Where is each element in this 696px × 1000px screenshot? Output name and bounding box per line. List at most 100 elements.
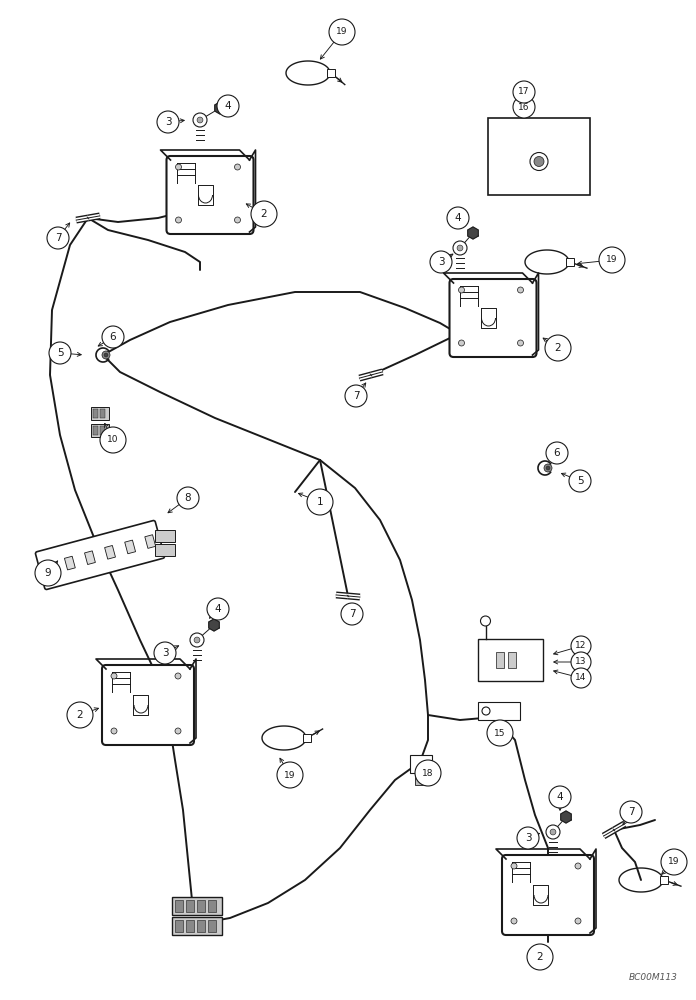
Circle shape bbox=[546, 442, 568, 464]
Circle shape bbox=[193, 113, 207, 127]
Circle shape bbox=[447, 207, 469, 229]
Bar bbox=[496, 652, 503, 668]
FancyBboxPatch shape bbox=[102, 665, 194, 745]
Circle shape bbox=[575, 863, 581, 869]
Circle shape bbox=[518, 287, 523, 293]
Circle shape bbox=[35, 560, 61, 586]
Circle shape bbox=[307, 489, 333, 515]
Bar bbox=[93, 426, 98, 434]
Circle shape bbox=[575, 918, 581, 924]
Circle shape bbox=[157, 111, 179, 133]
FancyBboxPatch shape bbox=[166, 156, 253, 234]
Text: 7: 7 bbox=[628, 807, 634, 817]
FancyBboxPatch shape bbox=[35, 521, 164, 589]
FancyBboxPatch shape bbox=[45, 562, 55, 575]
Circle shape bbox=[569, 470, 591, 492]
Circle shape bbox=[207, 598, 229, 620]
Text: 2: 2 bbox=[77, 710, 84, 720]
Bar bbox=[155, 530, 175, 542]
Circle shape bbox=[513, 96, 535, 118]
Bar bbox=[91, 406, 109, 420]
Text: 4: 4 bbox=[557, 792, 563, 802]
Bar bbox=[208, 900, 216, 912]
FancyBboxPatch shape bbox=[84, 551, 95, 565]
FancyBboxPatch shape bbox=[502, 855, 594, 935]
Circle shape bbox=[251, 201, 277, 227]
Circle shape bbox=[480, 616, 491, 626]
Circle shape bbox=[194, 637, 200, 643]
Text: 18: 18 bbox=[422, 768, 434, 778]
Circle shape bbox=[175, 217, 182, 223]
Bar bbox=[197, 920, 205, 932]
Text: 9: 9 bbox=[45, 568, 52, 578]
Text: 19: 19 bbox=[284, 770, 296, 780]
Circle shape bbox=[518, 340, 523, 346]
Text: 3: 3 bbox=[165, 117, 171, 127]
Text: 3: 3 bbox=[438, 257, 444, 267]
Circle shape bbox=[487, 720, 513, 746]
Bar bbox=[100, 408, 105, 418]
Circle shape bbox=[544, 464, 552, 472]
Circle shape bbox=[175, 728, 181, 734]
Bar bbox=[303, 734, 311, 742]
Bar bbox=[197, 900, 205, 912]
Bar bbox=[100, 426, 105, 434]
Text: 12: 12 bbox=[576, 642, 587, 650]
Circle shape bbox=[100, 427, 126, 453]
Bar bbox=[208, 920, 216, 932]
Text: 19: 19 bbox=[668, 857, 680, 866]
Circle shape bbox=[111, 673, 117, 679]
Circle shape bbox=[482, 707, 490, 715]
Bar bbox=[415, 773, 427, 785]
Circle shape bbox=[599, 247, 625, 273]
Polygon shape bbox=[468, 227, 478, 239]
Circle shape bbox=[511, 863, 517, 869]
Text: 2: 2 bbox=[261, 209, 267, 219]
Circle shape bbox=[49, 342, 71, 364]
Bar bbox=[186, 900, 194, 912]
Bar bbox=[155, 544, 175, 556]
Circle shape bbox=[661, 849, 687, 875]
Text: 13: 13 bbox=[576, 658, 587, 666]
Text: 6: 6 bbox=[554, 448, 560, 458]
FancyBboxPatch shape bbox=[125, 540, 136, 554]
Text: 4: 4 bbox=[454, 213, 461, 223]
Circle shape bbox=[102, 351, 110, 359]
Text: 14: 14 bbox=[576, 674, 587, 682]
Circle shape bbox=[345, 385, 367, 407]
Text: 7: 7 bbox=[353, 391, 359, 401]
Text: 17: 17 bbox=[519, 88, 530, 97]
Circle shape bbox=[550, 829, 556, 835]
Circle shape bbox=[459, 340, 464, 346]
Text: 6: 6 bbox=[110, 332, 116, 342]
Bar bbox=[327, 69, 335, 77]
Bar bbox=[477, 639, 542, 681]
Polygon shape bbox=[209, 619, 219, 631]
FancyBboxPatch shape bbox=[65, 556, 75, 570]
Text: 5: 5 bbox=[577, 476, 583, 486]
Circle shape bbox=[534, 156, 544, 166]
Text: 19: 19 bbox=[336, 27, 348, 36]
Text: 2: 2 bbox=[537, 952, 544, 962]
Circle shape bbox=[527, 944, 553, 970]
Bar bbox=[488, 118, 590, 195]
Circle shape bbox=[217, 95, 239, 117]
Circle shape bbox=[175, 673, 181, 679]
Circle shape bbox=[453, 241, 467, 255]
Circle shape bbox=[47, 227, 69, 249]
Circle shape bbox=[67, 702, 93, 728]
Circle shape bbox=[620, 801, 642, 823]
Circle shape bbox=[513, 81, 535, 103]
Bar bbox=[478, 702, 520, 720]
Polygon shape bbox=[215, 102, 226, 114]
Bar bbox=[93, 408, 98, 418]
Circle shape bbox=[571, 668, 591, 688]
Bar bbox=[507, 652, 516, 668]
Text: 8: 8 bbox=[184, 493, 191, 503]
Circle shape bbox=[175, 164, 182, 170]
Text: 3: 3 bbox=[525, 833, 531, 843]
Polygon shape bbox=[561, 811, 571, 823]
Circle shape bbox=[545, 335, 571, 361]
Circle shape bbox=[154, 642, 176, 664]
Text: 1: 1 bbox=[317, 497, 324, 507]
